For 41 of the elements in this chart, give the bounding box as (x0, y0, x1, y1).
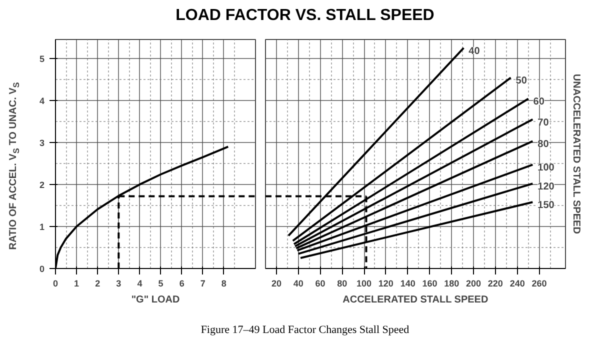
y-tick-label: 0 (39, 264, 45, 274)
series-label: 150 (538, 200, 555, 211)
x-tick-label: 7 (200, 278, 206, 288)
series-label: 60 (533, 96, 545, 108)
x-tick-label: 20 (271, 278, 282, 288)
x-axis-title: ACCELERATED STALL SPEED (342, 294, 488, 306)
x-tick-label: 2 (95, 278, 100, 288)
x-tick-label: 0 (52, 278, 58, 288)
series-label: 80 (538, 139, 550, 150)
x-tick-label: 100 (356, 278, 372, 288)
y-tick-label: 4 (39, 96, 45, 106)
x-tick-label: 5 (158, 278, 164, 288)
x-tick-label: 3 (116, 278, 122, 288)
x-axis-title: "G" LOAD (131, 294, 180, 306)
y-tick-label: 2 (39, 180, 45, 190)
y-tick-label: 1 (39, 222, 45, 232)
series-label: 40 (468, 46, 480, 57)
x-tick-label: 1 (74, 278, 80, 288)
y-tick-label: 3 (39, 138, 45, 148)
series-label: 70 (538, 117, 550, 128)
caption: Figure 17–49 Load Factor Changes Stall Speed (200, 322, 410, 338)
x-tick-label: 240 (510, 278, 525, 288)
y2-axis-title: UNACCELERATED STALL SPEED (570, 74, 582, 234)
x-tick-label: 8 (221, 278, 226, 288)
series-label: 120 (538, 181, 555, 192)
x-tick-label: 120 (378, 278, 394, 288)
series-label: 50 (516, 76, 528, 87)
x-tick-label: 260 (532, 278, 547, 288)
x-tick-label: 4 (137, 278, 142, 288)
x-tick-label: 220 (488, 278, 503, 288)
x-tick-label: 80 (337, 278, 348, 288)
y-tick-label: 5 (39, 54, 45, 64)
x-tick-label: 140 (400, 278, 416, 288)
x-tick-label: 6 (179, 278, 184, 288)
x-tick-label: 60 (315, 278, 326, 288)
series-label: 100 (538, 162, 555, 174)
text: LOAD FACTOR VS. STALL SPEED (176, 6, 434, 26)
x-tick-label: 180 (444, 278, 460, 288)
x-tick-label: 200 (466, 278, 482, 288)
x-tick-label: 160 (422, 278, 438, 288)
x-tick-label: 40 (293, 278, 304, 288)
